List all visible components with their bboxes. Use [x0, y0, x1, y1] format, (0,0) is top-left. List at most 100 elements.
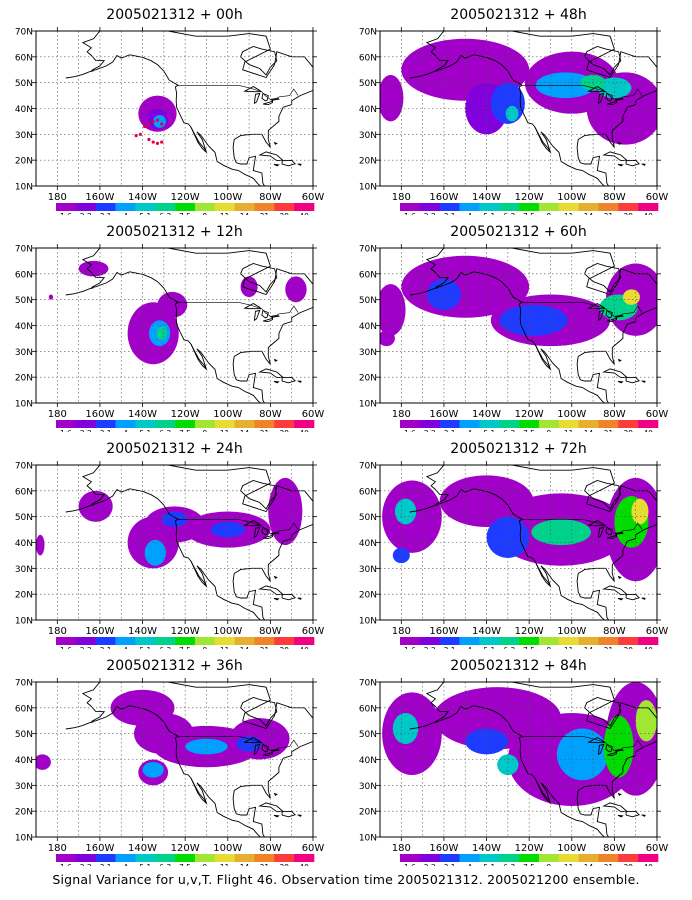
colorbar-swatch — [400, 420, 420, 428]
colorbar-swatch — [215, 637, 235, 645]
lat-tick-label: 60N — [359, 270, 377, 280]
colorbar-label: 29 — [279, 429, 289, 432]
lon-tick-label: 100W — [557, 192, 586, 203]
colorbar-swatch — [254, 637, 274, 645]
colorbar-label: 3.1 — [444, 212, 456, 215]
colorbar-label: 9 — [546, 863, 551, 866]
panel-title: 2005021312 + 00h — [106, 7, 242, 23]
colorbar-label: 5.1 — [483, 863, 495, 866]
colorbar-swatch — [254, 420, 274, 428]
variance-contour — [36, 535, 45, 556]
colorbar-label: 4 — [467, 646, 472, 649]
lon-tick-label: 60W — [646, 192, 669, 203]
lon-tick-label: 160W — [85, 626, 114, 637]
coastline — [298, 815, 301, 816]
variance-contour — [230, 718, 290, 759]
colorbar-label: 9 — [202, 646, 207, 649]
lat-tick-label: 30N — [15, 782, 33, 792]
coastline — [619, 143, 621, 145]
colorbar-label: 11 — [564, 212, 574, 215]
map-panel: 2005021312 + 72h180 160W 140W 120W 100W 80W 60… — [344, 434, 681, 649]
colorbar-label: 1.6 — [404, 646, 416, 649]
colorbar-swatch — [195, 420, 215, 428]
lat-tick-label: 30N — [15, 131, 33, 141]
coastline — [642, 815, 645, 816]
coastline — [604, 369, 627, 378]
lon-tick-label: 120W — [171, 843, 200, 854]
colorbar-label: 1.6 — [60, 646, 72, 649]
colorbar-swatch — [598, 854, 618, 862]
coastline — [263, 101, 272, 104]
coastline — [287, 434, 337, 491]
colorbar-swatch — [274, 854, 294, 862]
observation-point — [156, 119, 159, 122]
colorbar-label: 11 — [220, 863, 230, 866]
lon-tick-label: 140W — [128, 409, 157, 420]
coastline — [604, 586, 627, 595]
colorbar-swatch — [638, 854, 658, 862]
colorbar-label: 2.2 — [424, 646, 436, 649]
colorbar-label: 21 — [260, 646, 270, 649]
colorbar-swatch — [598, 637, 618, 645]
colorbar-label: 4 — [123, 212, 128, 215]
colorbar-swatch — [579, 203, 599, 211]
colorbar-label: 7.5 — [523, 863, 535, 866]
lon-tick-label: 180 — [392, 192, 411, 203]
lon-tick-label: 180 — [392, 626, 411, 637]
lat-tick-label: 20N — [359, 157, 377, 167]
lat-tick-label: 10N — [15, 183, 33, 193]
colorbar-label: 11 — [564, 646, 574, 649]
colorbar-swatch — [598, 203, 618, 211]
colorbar-label: 6.3 — [159, 863, 171, 866]
colorbar-label: 14 — [240, 646, 250, 649]
coastline — [275, 577, 277, 579]
colorbar-label: 40 — [643, 646, 653, 649]
lat-tick-label: 70N — [359, 679, 377, 689]
lon-tick-label: 120W — [515, 192, 544, 203]
colorbar-label: 14 — [240, 212, 250, 215]
colorbar-swatch — [116, 203, 136, 211]
colorbar-swatch — [76, 637, 96, 645]
colorbar-swatch — [579, 637, 599, 645]
observation-point — [156, 142, 159, 145]
colorbar-swatch — [215, 420, 235, 428]
colorbar-swatch — [539, 637, 559, 645]
variance-contour — [145, 540, 166, 566]
variance-contour — [631, 499, 648, 525]
lat-tick-label: 70N — [359, 28, 377, 38]
colorbar-label: 7.5 — [179, 429, 191, 432]
lat-tick-label: 50N — [359, 513, 377, 523]
colorbar-swatch — [638, 420, 658, 428]
colorbar-label: 6.3 — [159, 429, 171, 432]
lon-tick-label: 120W — [515, 409, 544, 420]
colorbar-swatch — [539, 420, 559, 428]
colorbar-label: 4 — [467, 212, 472, 215]
colorbar-label: 29 — [279, 646, 289, 649]
colorbar-label: 5.1 — [139, 863, 151, 866]
colorbar-label: 6.3 — [159, 212, 171, 215]
colorbar-swatch — [96, 420, 116, 428]
colorbar-label: 1.6 — [404, 212, 416, 215]
colorbar-swatch — [274, 420, 294, 428]
coastline — [619, 794, 621, 796]
lat-tick-label: 70N — [15, 462, 33, 472]
colorbar-label: 3.1 — [100, 429, 112, 432]
colorbar-label: 21 — [604, 212, 614, 215]
colorbar-swatch — [235, 637, 255, 645]
colorbar-label: 11 — [564, 863, 574, 866]
colorbar-swatch — [56, 854, 76, 862]
lat-tick-label: 30N — [359, 131, 377, 141]
lat-tick-label: 40N — [15, 322, 33, 332]
lat-tick-label: 50N — [15, 730, 33, 740]
lon-tick-label: 100W — [557, 409, 586, 420]
colorbar-label: 3.1 — [444, 429, 456, 432]
colorbar-swatch — [116, 854, 136, 862]
lon-tick-label: 60W — [646, 843, 669, 854]
colorbar-swatch — [135, 637, 155, 645]
colorbar-swatch — [420, 420, 440, 428]
lon-tick-label: 180 — [392, 843, 411, 854]
colorbar-label: 9 — [546, 212, 551, 215]
variance-contour — [378, 75, 404, 122]
colorbar-label: 29 — [623, 212, 633, 215]
colorbar-label: 14 — [240, 863, 250, 866]
